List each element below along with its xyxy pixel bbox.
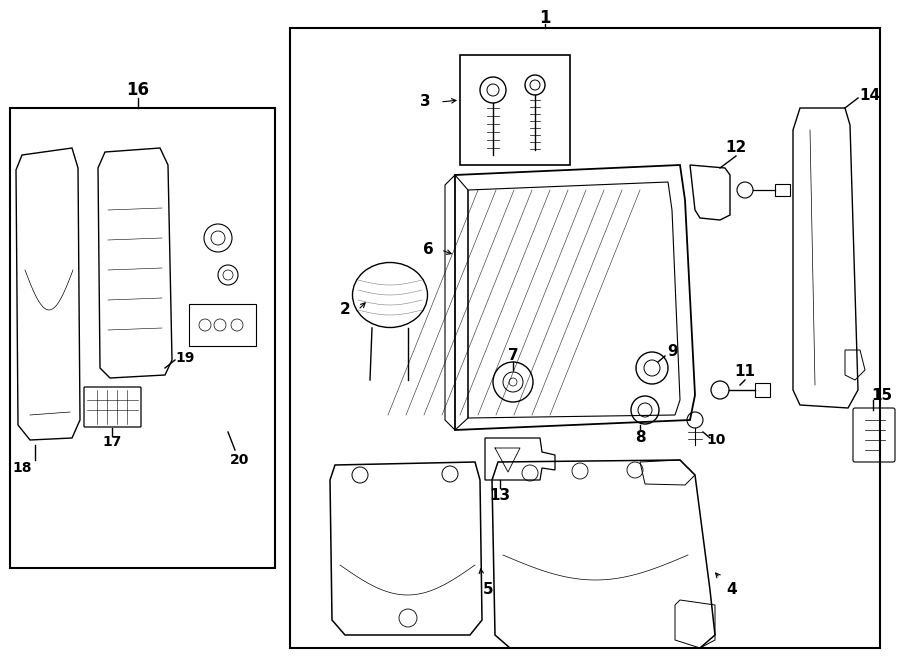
Bar xyxy=(290,28,880,648)
Bar xyxy=(460,55,570,165)
Text: 11: 11 xyxy=(734,364,755,379)
Text: 13: 13 xyxy=(490,488,510,502)
Text: 9: 9 xyxy=(668,344,679,360)
Text: 1: 1 xyxy=(539,9,551,27)
Text: 20: 20 xyxy=(230,453,249,467)
Text: 16: 16 xyxy=(127,81,149,99)
Text: 8: 8 xyxy=(634,430,645,446)
Bar xyxy=(10,108,275,568)
Text: 2: 2 xyxy=(339,303,350,317)
Text: 4: 4 xyxy=(726,582,737,598)
Text: 18: 18 xyxy=(13,461,32,475)
Text: 14: 14 xyxy=(860,87,880,102)
Text: 19: 19 xyxy=(176,351,194,365)
Text: 3: 3 xyxy=(419,95,430,110)
Text: 10: 10 xyxy=(706,433,725,447)
Text: 6: 6 xyxy=(423,243,434,258)
Text: 7: 7 xyxy=(508,348,518,362)
Text: 12: 12 xyxy=(725,141,747,155)
Text: 5: 5 xyxy=(482,582,493,598)
Text: 17: 17 xyxy=(103,435,122,449)
Text: 15: 15 xyxy=(871,387,893,403)
